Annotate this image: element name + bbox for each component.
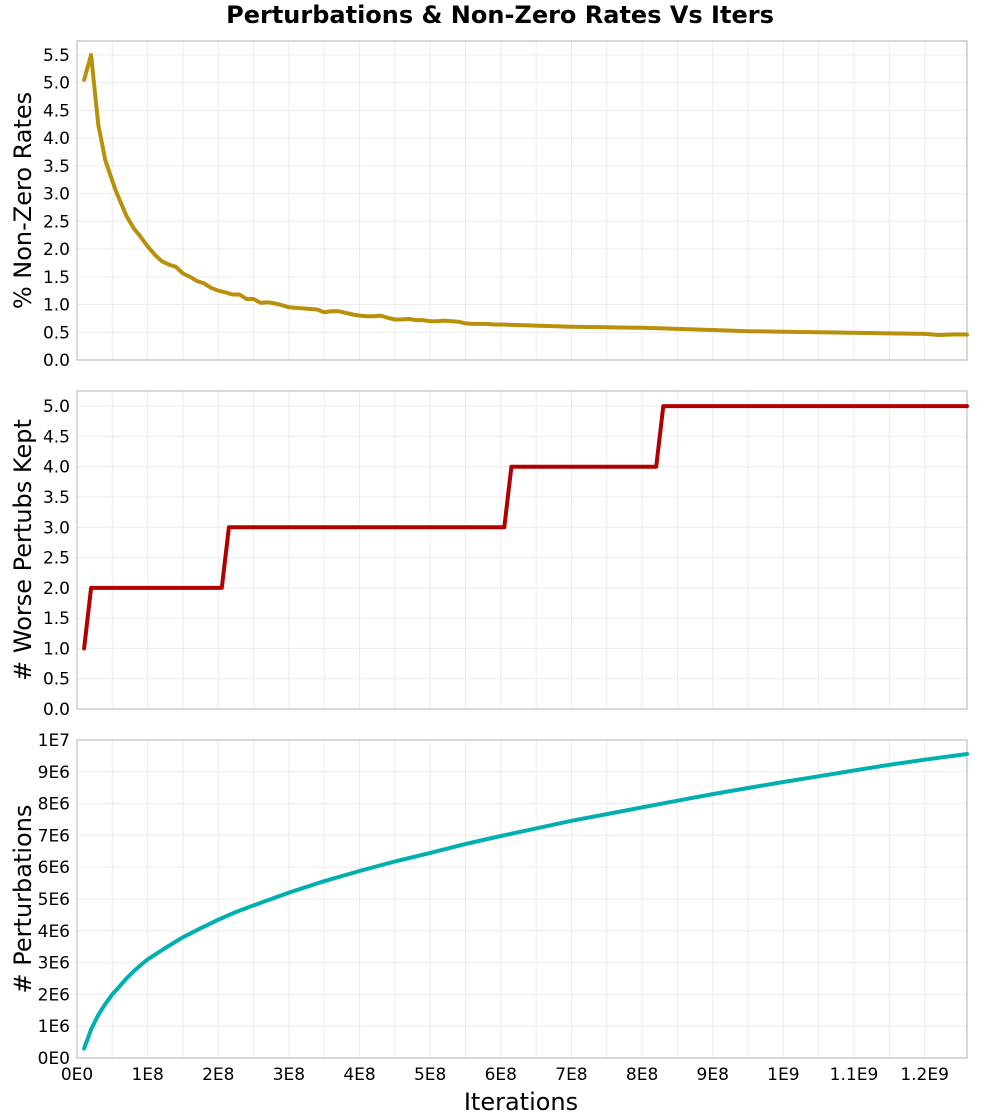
y-tick-label-worse-pertubs-kept: 0.0 <box>43 700 70 720</box>
x-tick-label: 3E8 <box>273 1065 305 1085</box>
y-tick-label-non-zero-rates: 3.0 <box>43 185 70 205</box>
y-tick-label-non-zero-rates: 4.5 <box>43 101 70 121</box>
y-tick-label-perturbations: 5E6 <box>38 890 70 910</box>
grid-non-zero-rates <box>76 41 967 361</box>
y-tick-label-worse-pertubs-kept: 2.0 <box>43 579 70 599</box>
x-tick-label: 2E8 <box>202 1065 234 1085</box>
y-tick-label-perturbations: 0E0 <box>38 1049 70 1069</box>
y-ticks-worse-pertubs-kept: 0.0 0.5 1.0 1.5 2.0 2.5 3.0 3.5 4.0 4.5 5.0 <box>43 397 70 720</box>
y-tick-label-perturbations: 1E7 <box>38 731 70 751</box>
y-tick-label-perturbations: 1E6 <box>38 1017 70 1037</box>
y-tick-label-worse-pertubs-kept: 5.0 <box>43 397 70 417</box>
chart-title: Perturbations & Non-Zero Rates Vs Iters <box>226 1 774 29</box>
y-axis-label-worse-pertubs-kept: # Worse Pertubs Kept <box>9 419 37 681</box>
x-tick-label: 7E8 <box>555 1065 587 1085</box>
y-tick-label-perturbations: 6E6 <box>38 858 70 878</box>
x-tick-label: 1.2E9 <box>900 1065 949 1085</box>
x-tick-label: 5E8 <box>414 1065 446 1085</box>
y-tick-label-worse-pertubs-kept: 0.5 <box>43 670 70 690</box>
y-tick-label-non-zero-rates: 0.0 <box>43 351 70 371</box>
y-tick-label-perturbations: 3E6 <box>38 954 70 974</box>
grid-perturbations <box>76 739 967 1059</box>
y-tick-label-worse-pertubs-kept: 1.0 <box>43 639 70 659</box>
x-tick-label: 1E9 <box>767 1065 799 1085</box>
x-tick-label: 8E8 <box>626 1065 658 1085</box>
y-tick-label-perturbations: 7E6 <box>38 826 70 846</box>
y-ticks-perturbations: 0E0 1E6 2E6 3E6 4E6 5E6 6E6 7E6 8E6 9E6 1E7 <box>38 731 70 1069</box>
x-tick-label: 9E8 <box>697 1065 729 1085</box>
plot-frame-worse-pertubs-kept <box>76 390 968 710</box>
y-tick-label-perturbations: 9E6 <box>38 763 70 783</box>
panel-perturbations: 0E0 1E6 2E6 3E6 4E6 5E6 6E6 7E6 8E6 9E6 1E7 # Pert… <box>9 731 969 1069</box>
x-axis-ticks: 0E0 1E8 2E8 3E8 4E8 5E8 6E8 7E8 8E8 9E8 1E9 1.1E9 1.… <box>61 1065 949 1085</box>
x-axis-label: Iterations <box>464 1088 578 1116</box>
x-tick-label: 0E0 <box>61 1065 93 1085</box>
series-line-non-zero-rates <box>82 52 969 337</box>
plot-frame-perturbations <box>76 739 968 1059</box>
series-line-worse-pertubs-kept <box>82 404 969 651</box>
x-tick-label: 6E8 <box>485 1065 517 1085</box>
y-tick-label-worse-pertubs-kept: 3.5 <box>43 488 70 508</box>
y-tick-label-non-zero-rates: 3.5 <box>43 157 70 177</box>
series-line-perturbations <box>82 752 969 1051</box>
y-tick-label-perturbations: 2E6 <box>38 985 70 1005</box>
y-axis-label-non-zero-rates: % Non-Zero Rates <box>9 92 37 309</box>
y-tick-label-worse-pertubs-kept: 4.0 <box>43 458 70 478</box>
y-tick-label-worse-pertubs-kept: 4.5 <box>43 427 70 447</box>
y-tick-label-perturbations: 4E6 <box>38 922 70 942</box>
y-tick-label-non-zero-rates: 0.5 <box>43 323 70 343</box>
y-tick-label-perturbations: 8E6 <box>38 795 70 815</box>
x-tick-label: 4E8 <box>343 1065 375 1085</box>
y-ticks-non-zero-rates: 0.0 0.5 1.0 1.5 2.0 2.5 3.0 3.5 4.0 4.5 5.0 5.5 <box>43 46 70 371</box>
y-axis-label-perturbations: # Perturbations <box>9 805 37 994</box>
y-tick-label-worse-pertubs-kept: 1.5 <box>43 609 70 629</box>
y-tick-label-non-zero-rates: 5.5 <box>43 46 70 66</box>
y-tick-label-non-zero-rates: 4.0 <box>43 129 70 149</box>
y-tick-label-non-zero-rates: 5.0 <box>43 74 70 94</box>
plot-frame-non-zero-rates <box>76 40 968 361</box>
panel-worse-pertubs-kept: 0.0 0.5 1.0 1.5 2.0 2.5 3.0 3.5 4.0 4.5 5.0 # Wors… <box>9 390 969 720</box>
y-tick-label-worse-pertubs-kept: 3.0 <box>43 518 70 538</box>
panel-non-zero-rates: 0.0 0.5 1.0 1.5 2.0 2.5 3.0 3.5 4.0 4.5 5.0 5.5 % N… <box>9 40 969 371</box>
y-tick-label-non-zero-rates: 2.0 <box>43 240 70 260</box>
x-tick-label: 1.1E9 <box>830 1065 879 1085</box>
y-tick-label-non-zero-rates: 1.5 <box>43 268 70 288</box>
y-tick-label-non-zero-rates: 1.0 <box>43 296 70 316</box>
x-tick-label: 1E8 <box>131 1065 163 1085</box>
y-tick-label-worse-pertubs-kept: 2.5 <box>43 549 70 569</box>
y-tick-label-non-zero-rates: 2.5 <box>43 212 70 232</box>
grid-worse-pertubs-kept <box>76 391 967 710</box>
